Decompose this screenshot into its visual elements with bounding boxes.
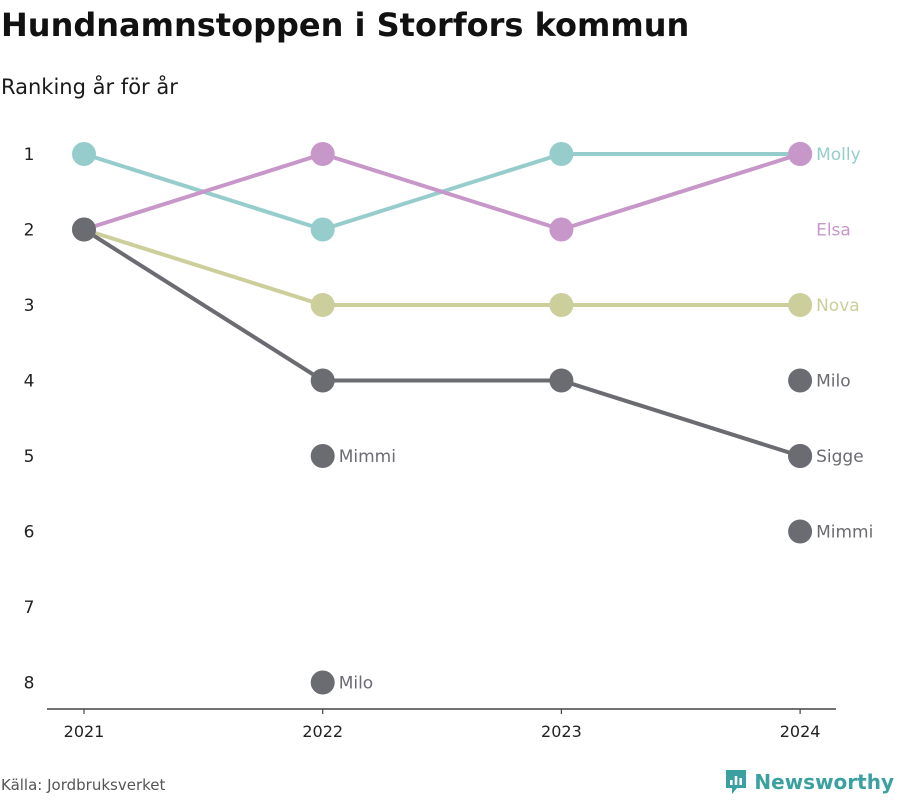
name-point-label: Sigge — [816, 447, 864, 467]
name-point — [788, 519, 813, 544]
series-point-milo — [72, 217, 96, 242]
series-point-elsa — [549, 217, 574, 242]
y-tick-label: 1 — [24, 145, 35, 165]
x-tick-label: 2023 — [541, 722, 582, 741]
series-end-label: Molly — [816, 145, 861, 165]
x-tick-label: 2022 — [302, 722, 343, 741]
y-tick-label: 3 — [24, 296, 35, 316]
x-tick-label: 2021 — [64, 722, 105, 741]
series-point-elsa — [310, 142, 335, 166]
name-point-label: Mimmi — [339, 447, 396, 467]
y-tick-label: 2 — [24, 221, 35, 241]
brand-logo: Newsworthy — [724, 768, 894, 796]
series-point-nova — [310, 293, 335, 317]
name-point-label: Milo — [339, 674, 374, 694]
series-point-molly — [72, 142, 96, 166]
brand-name: Newsworthy — [754, 770, 894, 794]
name-point — [310, 444, 335, 468]
series-line-milo — [82, 227, 803, 458]
series-point-milo — [549, 368, 574, 393]
y-tick-label: 7 — [24, 598, 35, 618]
name-point-label: Milo — [816, 372, 851, 392]
shared-rank-marker-half — [800, 142, 813, 166]
y-tick-label: 6 — [24, 523, 35, 543]
series-end-label: Elsa — [816, 221, 851, 241]
newsworthy-logo-icon — [726, 770, 747, 794]
name-point — [788, 444, 813, 468]
y-tick-label: 5 — [24, 447, 35, 467]
series-line-nova — [82, 227, 803, 307]
source-note: Källa: Jordbruksverket — [1, 776, 166, 794]
series-end-label: Nova — [816, 296, 860, 316]
series-point-nova — [788, 293, 813, 317]
series-point-nova — [549, 293, 574, 317]
name-point — [788, 368, 813, 393]
series-line-elsa — [82, 152, 803, 232]
x-tick-label: 2024 — [780, 722, 821, 741]
y-tick-label: 8 — [24, 674, 35, 694]
series-point-molly — [310, 217, 335, 242]
series-point-molly — [549, 142, 574, 166]
y-tick-label: 4 — [24, 372, 35, 392]
chart-subtitle: Ranking år för år — [1, 75, 178, 99]
series-point-milo — [310, 368, 335, 393]
name-point — [310, 670, 335, 695]
chart-title: Hundnamnstoppen i Storfors kommun — [1, 6, 690, 44]
name-point-label: Mimmi — [816, 523, 873, 543]
